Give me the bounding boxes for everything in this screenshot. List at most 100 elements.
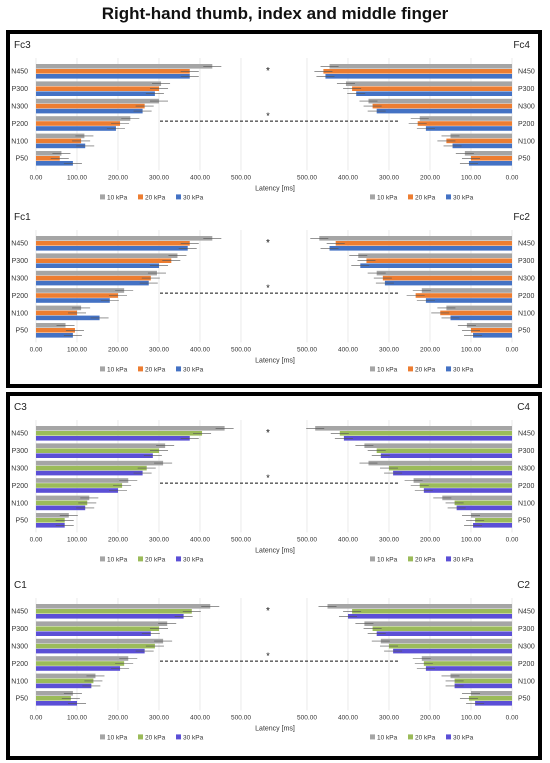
bar-left xyxy=(36,86,159,91)
category-label-left: N300 xyxy=(11,276,28,283)
bar-right xyxy=(419,116,512,121)
bar-right xyxy=(473,333,512,338)
bar-right xyxy=(475,518,512,523)
bar-right xyxy=(335,241,512,246)
legend-left-entry: 30 kPa xyxy=(183,194,204,201)
category-label-left: N450 xyxy=(11,431,28,438)
bar-left xyxy=(36,460,164,466)
category-label-left: N450 xyxy=(11,609,28,616)
bar-left xyxy=(36,293,118,298)
bar-left xyxy=(36,453,153,458)
category-label-right: N300 xyxy=(518,466,535,473)
bar-left xyxy=(36,483,123,488)
bar-right xyxy=(421,288,512,293)
x-tick-label-left: 500.00 xyxy=(231,174,251,181)
bar-left xyxy=(36,126,116,131)
legend-right-swatch xyxy=(408,366,413,372)
bar-left xyxy=(36,305,82,311)
bar-left xyxy=(36,696,71,701)
bar-left xyxy=(36,328,75,333)
category-label-right: N100 xyxy=(518,678,535,685)
legend-left-swatch xyxy=(176,734,181,740)
electrode-label-right: C4 xyxy=(517,402,530,413)
bar-left xyxy=(36,263,159,268)
bar-right xyxy=(360,263,512,268)
bar-right xyxy=(366,258,512,263)
legend-left-swatch xyxy=(100,194,105,200)
bar-left xyxy=(36,151,62,156)
bar-left xyxy=(36,631,151,636)
bar-left xyxy=(36,323,66,328)
x-tick-label-right: 500.00 xyxy=(297,346,317,353)
bar-right xyxy=(358,253,512,258)
legend-right-entry: 20 kPa xyxy=(415,556,436,563)
bar-left xyxy=(36,609,192,614)
category-label-left: P300 xyxy=(12,86,28,93)
x-tick-label-right: 200.00 xyxy=(420,714,440,721)
bar-left xyxy=(36,246,188,251)
category-label-right: P50 xyxy=(518,328,531,335)
category-label-right: P200 xyxy=(518,293,534,300)
category-label-left: P300 xyxy=(12,626,28,633)
category-label-right: N450 xyxy=(518,431,535,438)
category-label-right: N450 xyxy=(518,609,535,616)
figure-title: Right-hand thumb, index and middle finge… xyxy=(101,4,449,23)
bar-left xyxy=(36,315,100,321)
bar-left xyxy=(36,81,162,86)
legend-left-swatch xyxy=(138,556,143,562)
bar-right xyxy=(384,280,512,286)
bar-right xyxy=(450,315,512,321)
electrode-label-right: C2 xyxy=(517,580,530,591)
bar-right xyxy=(423,661,512,666)
category-label-right: P200 xyxy=(518,483,534,490)
legend-right-swatch xyxy=(408,194,413,200)
bar-right xyxy=(454,678,512,684)
bar-right xyxy=(319,236,512,241)
x-axis-label: Latency [ms] xyxy=(255,725,295,732)
legend-left-entry: 20 kPa xyxy=(145,556,166,563)
legend-left-entry: 20 kPa xyxy=(145,734,166,741)
bar-right xyxy=(389,465,512,471)
bar-left xyxy=(36,666,121,671)
bar-left xyxy=(36,426,225,431)
comparison-marker: * xyxy=(266,283,270,293)
x-axis-label: Latency [ms] xyxy=(255,185,295,192)
bar-left xyxy=(36,648,145,654)
bar-left xyxy=(36,69,190,74)
legend-right-swatch xyxy=(370,366,375,372)
category-label-left: P200 xyxy=(12,293,28,300)
bar-left xyxy=(36,683,92,689)
bar-right xyxy=(442,495,512,501)
significance-marker: * xyxy=(266,428,270,439)
legend-right-swatch xyxy=(370,194,375,200)
category-label-right: N300 xyxy=(518,276,535,283)
x-tick-label-right: 200.00 xyxy=(420,346,440,353)
bar-left xyxy=(36,258,172,263)
x-tick-label-right: 0.00 xyxy=(506,346,519,353)
x-tick-label-left: 200.00 xyxy=(108,346,128,353)
bar-left xyxy=(36,103,145,109)
legend-right-swatch xyxy=(446,734,451,740)
x-tick-label-left: 300.00 xyxy=(149,174,169,181)
bar-right xyxy=(329,246,512,251)
x-tick-label-right: 400.00 xyxy=(338,174,358,181)
legend-right-entry: 10 kPa xyxy=(377,366,398,373)
x-tick-label-right: 100.00 xyxy=(461,536,481,543)
electrode-label-left: Fc3 xyxy=(14,40,31,51)
bar-left xyxy=(36,673,96,679)
bar-right xyxy=(425,666,512,671)
bar-right xyxy=(325,74,512,79)
legend-left-entry: 30 kPa xyxy=(183,556,204,563)
bar-right xyxy=(456,505,512,511)
category-label-left: P50 xyxy=(16,518,29,525)
category-label-left: N450 xyxy=(11,241,28,248)
bar-left xyxy=(36,448,159,453)
bar-right xyxy=(464,151,512,156)
bar-left xyxy=(36,270,157,276)
category-label-left: N100 xyxy=(11,500,28,507)
bar-right xyxy=(327,604,512,609)
legend-right-swatch xyxy=(408,734,413,740)
bar-left xyxy=(36,604,211,609)
bar-right xyxy=(446,305,512,311)
bar-left xyxy=(36,500,88,506)
